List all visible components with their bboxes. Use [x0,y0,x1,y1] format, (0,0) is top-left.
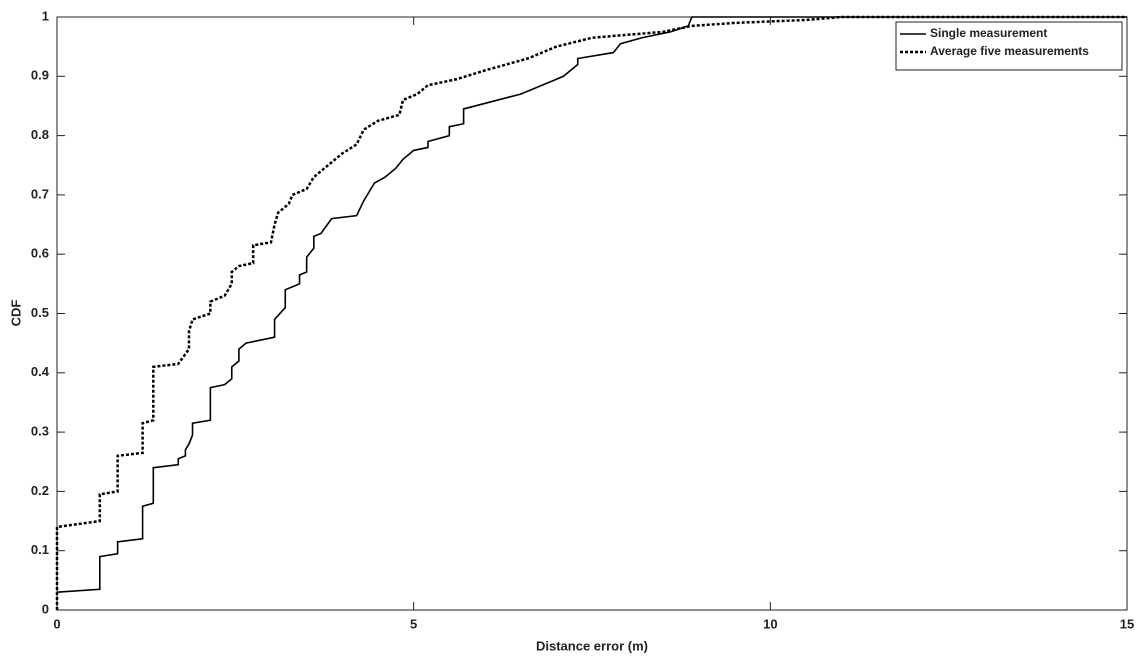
legend-box [895,21,1123,71]
legend-label: Single measurement [930,26,1047,40]
x-tick-label: 0 [53,616,60,631]
y-tick-label: 0.9 [31,68,49,83]
y-tick-label: 0.2 [31,483,49,498]
y-tick-label: 0 [42,601,49,616]
series-line [56,16,1127,594]
y-tick-label: 0.5 [31,305,49,320]
x-axis-label: Distance error (m) [536,638,648,653]
y-tick-label: 0.4 [31,364,50,379]
y-tick-label: 1 [42,8,49,23]
series-line [55,15,1127,610]
y-tick-label: 0.7 [31,186,49,201]
plot-frame [56,16,1128,611]
x-tick-label: 15 [1120,616,1134,631]
x-tick-label: 5 [410,616,417,631]
y-axis-label: CDF [8,300,23,327]
y-tick-label: 0.3 [31,424,49,439]
y-tick-label: 0.8 [31,127,49,142]
x-tick-label: 10 [763,616,777,631]
y-tick-label: 0.1 [31,542,49,557]
y-tick-label: 0.6 [31,246,49,261]
legend-label: Average five measurements [930,44,1089,58]
